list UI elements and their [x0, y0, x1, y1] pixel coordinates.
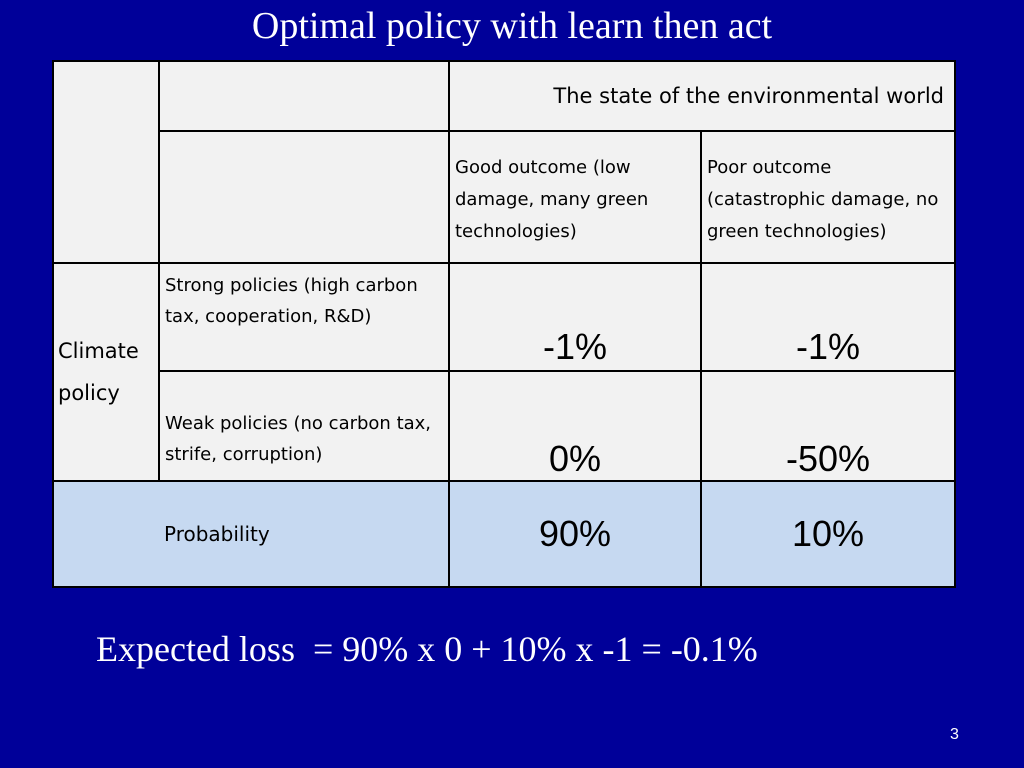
environment-state-header: The state of the environmental world	[447, 60, 957, 132]
table-row: Weak policies (no carbon tax, strife, co…	[53, 370, 957, 482]
expected-loss-formula: Expected loss = 90% x 0 + 10% x -1 = -0.…	[96, 629, 758, 669]
good-outcome-header: Good outcome (low damage, many green tec…	[448, 130, 702, 264]
weak-policies-label: Weak policies (no carbon tax, strife, co…	[158, 370, 450, 482]
strong-policies-label: Strong policies (high carbon tax, cooper…	[158, 262, 450, 372]
outcome-header-row: Good outcome (low damage, many green tec…	[52, 130, 957, 264]
weak-poor-value: -50%	[699, 370, 957, 482]
empty-header-cell	[159, 60, 450, 132]
poor-outcome-header: Poor outcome (catastrophic damage, no gr…	[699, 130, 957, 264]
table-header-row: The state of the environmental world	[52, 60, 957, 132]
policy-outcome-table: The state of the environmental world Goo…	[52, 60, 957, 588]
empty-corner-cell	[52, 60, 160, 131]
strong-good-value: -1%	[448, 262, 702, 372]
weak-poor-text: -50%	[785, 438, 871, 479]
probability-poor-value: 10%	[699, 480, 957, 588]
weak-good-value: 0%	[448, 370, 702, 482]
table-row: Climate policy Strong policies (high car…	[52, 262, 957, 482]
weak-good-text: 0%	[548, 438, 602, 479]
empty-subheader-cell	[158, 130, 450, 264]
probability-row: Probability 90% 10%	[52, 480, 957, 588]
strong-poor-value: -1%	[699, 262, 957, 372]
probability-good-value: 90%	[448, 480, 702, 588]
strong-poor-text: -1%	[795, 326, 861, 367]
strong-good-text: -1%	[542, 326, 608, 367]
climate-policy-label: Climate policy	[52, 262, 160, 482]
empty-corner-cell-lower	[52, 131, 160, 264]
slide-title: Optimal policy with learn then act	[251, 5, 773, 47]
page-number: 3	[950, 726, 959, 743]
probability-label: Probability	[52, 480, 450, 588]
